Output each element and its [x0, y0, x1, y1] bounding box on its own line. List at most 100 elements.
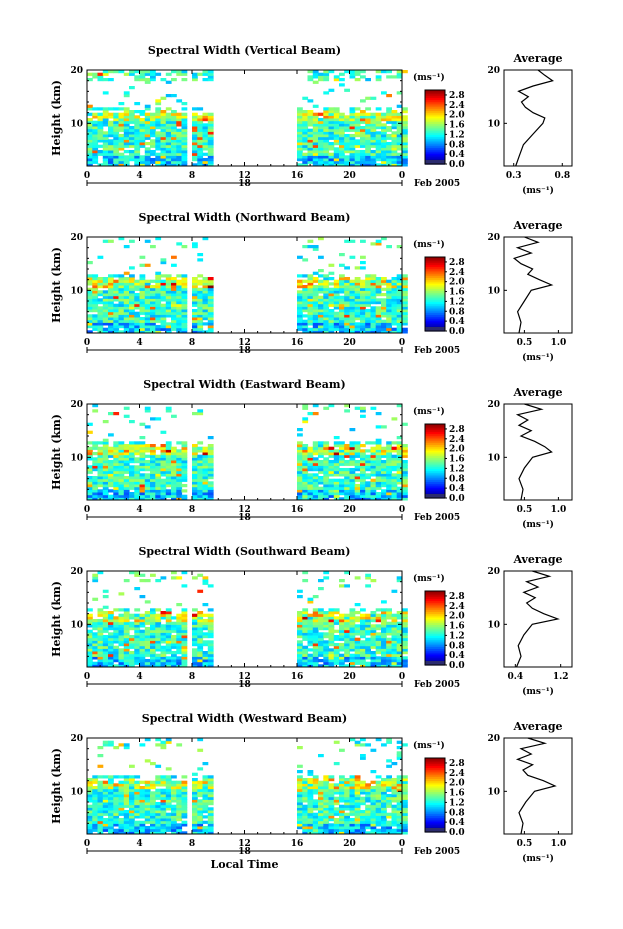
- heatmap-cell: [139, 473, 146, 477]
- heatmap-cell: [312, 311, 319, 315]
- heatmap-cell: [129, 470, 135, 474]
- heatmap-cell: [396, 293, 403, 297]
- heatmap-cell: [312, 484, 319, 488]
- heatmap-cell: [165, 470, 172, 474]
- heatmap-cell: [92, 643, 99, 647]
- heatmap-cell: [139, 327, 146, 331]
- colorbar-tick-label: 0.0: [449, 494, 465, 504]
- heatmap-cell: [160, 457, 167, 461]
- heatmap-cell: [344, 494, 350, 498]
- heatmap-cell: [171, 576, 177, 580]
- heatmap-cell: [339, 470, 345, 474]
- heatmap-cell: [123, 794, 130, 798]
- heatmap-cell: [365, 309, 371, 313]
- heatmap-cell: [333, 465, 340, 469]
- colorbar-segment: [425, 266, 445, 269]
- heatmap-cell: [118, 786, 125, 790]
- heatmap-cell: [333, 799, 340, 803]
- heatmap-cell: [176, 632, 183, 636]
- heatmap-cell: [181, 457, 188, 461]
- heatmap-cell: [123, 613, 130, 617]
- heatmap-cell: [339, 645, 345, 649]
- heatmap-cell: [113, 473, 120, 477]
- heatmap-cell: [139, 295, 146, 299]
- heatmap-cell: [312, 661, 319, 665]
- heatmap-cell: [328, 661, 335, 665]
- heatmap-cell: [150, 807, 156, 811]
- heatmap-cell: [192, 452, 198, 456]
- heatmap-cell: [339, 282, 345, 286]
- heatmap-cell: [307, 780, 314, 784]
- heatmap-cell: [339, 142, 345, 146]
- heatmap-cell: [118, 481, 125, 485]
- heatmap-cell: [160, 430, 167, 434]
- heatmap-cell: [375, 163, 382, 167]
- heatmap-cell: [97, 764, 104, 768]
- heatmap-cell: [391, 613, 398, 617]
- heatmap-cell: [97, 494, 104, 498]
- heatmap-cell: [360, 317, 366, 321]
- heatmap-cell: [192, 457, 198, 461]
- heatmap-cell: [365, 158, 371, 162]
- heatmap-cell: [118, 457, 125, 461]
- heatmap-cell: [108, 788, 114, 792]
- heatmap-cell: [307, 826, 314, 830]
- heatmap-cell: [92, 444, 99, 448]
- heatmap-cell: [386, 290, 392, 294]
- heatmap-cell: [312, 319, 319, 323]
- heatmap-cell: [318, 139, 324, 143]
- heatmap-cell: [202, 619, 209, 623]
- heatmap-cell: [118, 293, 125, 297]
- heatmap-cell: [197, 115, 204, 119]
- heatmap-cell: [113, 163, 120, 167]
- heatmap-cell: [118, 828, 125, 832]
- heatmap-cell: [160, 327, 167, 331]
- heatmap-cell: [312, 290, 319, 294]
- heatmap-cell: [144, 476, 151, 480]
- heatmap-cell: [333, 120, 340, 124]
- heatmap-cell: [150, 454, 156, 458]
- heatmap-cell: [318, 794, 324, 798]
- heatmap-cell: [339, 309, 345, 313]
- heatmap-cell: [396, 621, 403, 625]
- heatmap-cell: [87, 648, 93, 652]
- heatmap-cell: [165, 791, 172, 795]
- heatmap-cell: [302, 115, 309, 119]
- heatmap-cell: [139, 629, 146, 633]
- heatmap-cell: [318, 608, 324, 612]
- heatmap-cell: [344, 635, 350, 639]
- heatmap-cell: [160, 78, 167, 82]
- y-tick-label: 10: [70, 453, 83, 463]
- heatmap-cell: [87, 661, 93, 665]
- heatmap-cell: [87, 780, 93, 784]
- heatmap-cell: [160, 828, 167, 832]
- colorbar-tick-label: 0.0: [449, 661, 465, 671]
- heatmap-cell: [318, 460, 324, 464]
- heatmap-cell: [102, 306, 109, 310]
- heatmap-cell: [113, 147, 120, 151]
- heatmap-cell: [171, 635, 177, 639]
- heatmap-cell: [339, 330, 345, 334]
- heatmap-cell: [333, 807, 340, 811]
- heatmap-cell: [318, 449, 324, 453]
- heatmap-cell: [171, 70, 177, 74]
- heatmap-cell: [165, 160, 172, 164]
- heatmap-cell: [207, 812, 214, 816]
- heatmap-cell: [328, 271, 335, 275]
- heatmap-cell: [87, 796, 93, 800]
- heatmap-cell: [207, 139, 214, 143]
- heatmap-cell: [108, 120, 114, 124]
- heatmap-cell: [307, 648, 314, 652]
- heatmap-cell: [123, 635, 130, 639]
- heatmap-cell: [375, 158, 382, 162]
- heatmap-cell: [307, 454, 314, 458]
- average-y-tick-label: 20: [487, 233, 500, 243]
- heatmap-cell: [312, 404, 319, 408]
- heatmap-cell: [181, 497, 188, 501]
- colorbar-segment: [425, 490, 445, 494]
- heatmap-cell: [139, 136, 146, 140]
- panel-3: Spectral Width (Southward Beam)0 4 8 12 16 20…: [50, 545, 573, 697]
- heatmap-cell: [202, 653, 209, 657]
- heatmap-cell: [360, 473, 366, 477]
- heatmap-cell: [97, 78, 104, 82]
